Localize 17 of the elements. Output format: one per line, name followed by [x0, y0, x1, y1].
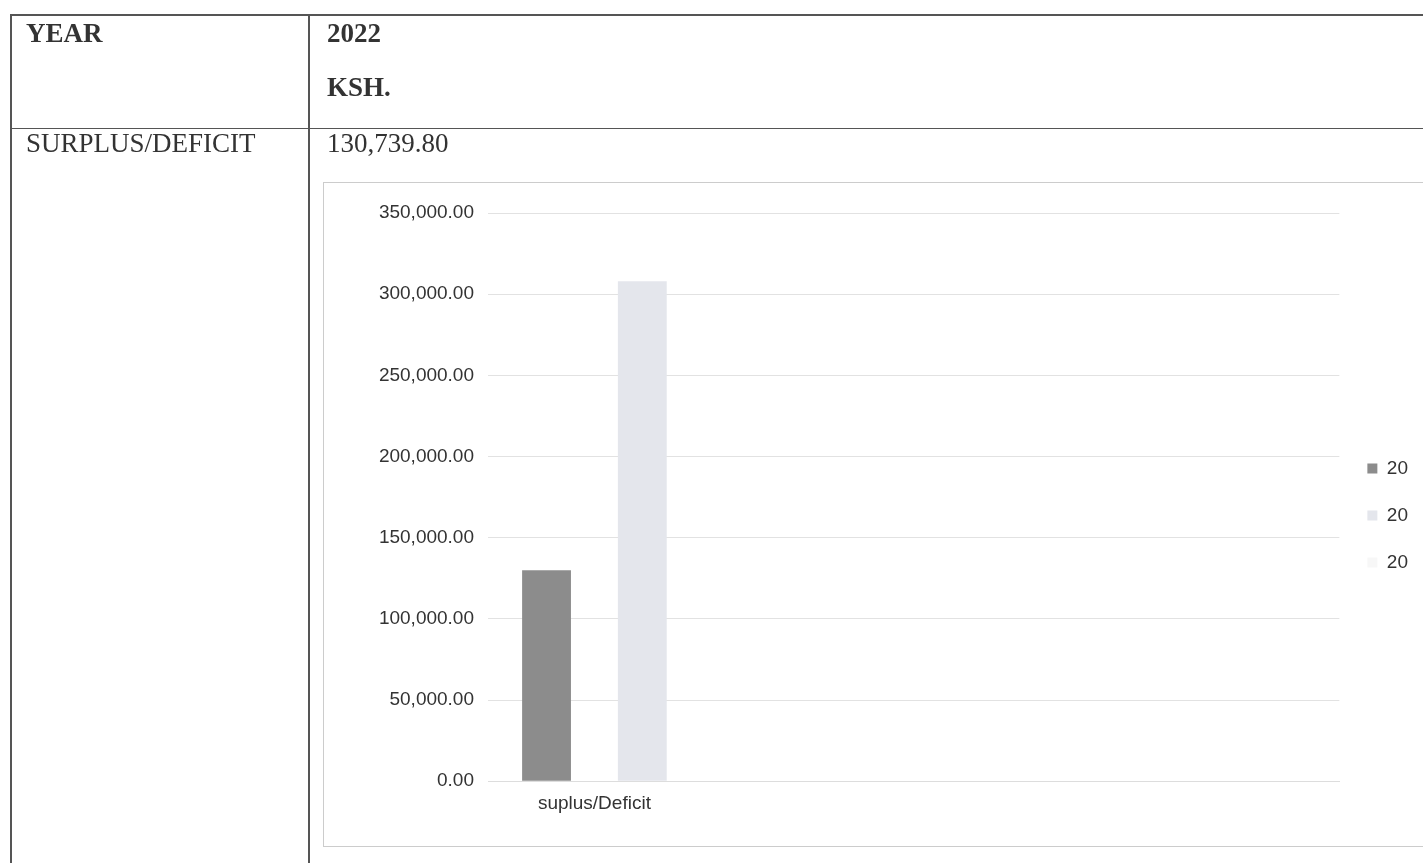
text: YEAR [26, 18, 103, 49]
legend-label: 20 [1386, 456, 1409, 478]
y-tick-label: 250,000.00 [378, 363, 474, 385]
legend-label: 20 [1386, 503, 1409, 525]
y-tick-label: 50,000.00 [389, 688, 474, 710]
y-tick-label: 200,000.00 [378, 444, 474, 466]
text: 2022 [327, 18, 381, 49]
y-tick-label: 0.00 [437, 769, 474, 791]
x-tick-label: suplus/Deficit [537, 791, 652, 813]
y-tick-label: 100,000.00 [378, 607, 474, 629]
y-tick-label: 300,000.00 [378, 282, 474, 304]
text: KSH. [327, 72, 391, 103]
y-tick-label: 350,000.00 [378, 201, 474, 223]
text: 130,739.80 [327, 128, 449, 159]
text: SURPLUS/DEFICIT [26, 128, 256, 159]
y-tick-label: 150,000.00 [378, 525, 474, 547]
legend-label: 20 [1386, 550, 1409, 572]
